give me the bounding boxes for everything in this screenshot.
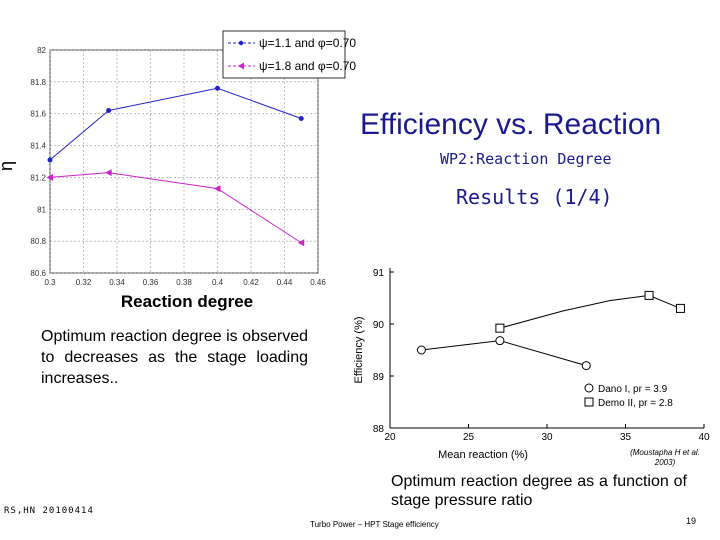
y-tick-label: 81.8 bbox=[30, 78, 46, 87]
series-2-line bbox=[49, 172, 302, 244]
chart2-legend: Dano I, pr = 3.9 Demo II, pr = 2.8 bbox=[584, 383, 673, 409]
y-tick-label: 81 bbox=[37, 205, 46, 214]
chart-caption: Optimum reaction degree as a function of… bbox=[391, 473, 687, 509]
chart2-y-label: Efficiency (%) bbox=[353, 316, 365, 383]
x-tick-label: 40 bbox=[698, 432, 710, 443]
series-2-point bbox=[675, 303, 685, 313]
y-tick-label: 81.6 bbox=[30, 110, 46, 119]
results-heading: Results (1/4) bbox=[456, 185, 613, 209]
x-tick-label: 35 bbox=[620, 432, 632, 443]
efficiency-vs-reaction-chart: 0.3 0.32 0.34 0.36 0.38 0.4 0.42 0.44 0.46 80.6 80… bbox=[0, 30, 360, 320]
observation-text: Optimum reaction degree is observed to d… bbox=[41, 328, 308, 387]
author-date: RS,HN 20100414 bbox=[4, 506, 94, 516]
series-1-point bbox=[106, 108, 112, 114]
x-tick-label: 0.4 bbox=[212, 278, 224, 287]
x-tick-label: 0.3 bbox=[44, 278, 56, 287]
x-tick-label: 0.46 bbox=[310, 278, 326, 287]
x-tick-label: 0.44 bbox=[277, 278, 293, 287]
citation-text: (Moustapha H et al. 2003) bbox=[630, 448, 700, 467]
chart2-x-label: Mean reaction (%) bbox=[438, 449, 528, 461]
efficiency-vs-mean-reaction-chart: 20 25 30 35 40 88 89 90 91 Efficiency (%) Mean r… bbox=[353, 268, 710, 461]
legend-marker-dano bbox=[584, 383, 594, 393]
series-2-point bbox=[495, 323, 505, 333]
y-tick-label: 81.4 bbox=[30, 142, 46, 151]
legend-marker-demo bbox=[584, 397, 594, 407]
page-number: 19 bbox=[686, 516, 697, 526]
series-1-line bbox=[49, 87, 302, 161]
legend-label-series-2: ψ=1.8 and φ=0.70 bbox=[259, 59, 356, 73]
series-1-point bbox=[581, 361, 591, 371]
chart1-grid bbox=[49, 49, 319, 274]
x-tick-label: 20 bbox=[384, 432, 396, 443]
series-1-line bbox=[421, 340, 587, 367]
legend-marker-series-1 bbox=[238, 40, 244, 46]
y-tick-label: 81.2 bbox=[30, 173, 46, 182]
y-tick-label: 88 bbox=[373, 424, 385, 435]
series-2-point bbox=[46, 173, 53, 181]
y-tick-label: 80.8 bbox=[30, 237, 46, 246]
y-tick-label: 91 bbox=[373, 268, 385, 279]
series-1-point bbox=[495, 336, 505, 346]
series-2-point bbox=[214, 185, 221, 193]
series-2-point bbox=[297, 239, 305, 247]
x-tick-label: 0.42 bbox=[243, 278, 259, 287]
x-tick-label: 0.34 bbox=[109, 278, 125, 287]
chart1-x-label: Reaction degree bbox=[121, 292, 253, 311]
x-tick-label: 0.36 bbox=[143, 278, 159, 287]
footer-text: Turbo Power – HPT Stage efficiency bbox=[310, 520, 439, 529]
x-tick-label: 0.38 bbox=[176, 278, 192, 287]
series-1-point bbox=[47, 157, 53, 163]
series-1-point bbox=[416, 345, 426, 355]
slide-subtitle: WP2:Reaction Degree bbox=[440, 150, 612, 168]
legend-label-demo: Demo II, pr = 2.8 bbox=[598, 398, 673, 409]
y-tick-label: 82 bbox=[37, 46, 46, 55]
series-1-point bbox=[298, 115, 304, 121]
chart2-ticks: 20 25 30 35 40 88 89 90 91 bbox=[373, 268, 710, 443]
legend-label-series-1: ψ=1.1 and φ=0.70 bbox=[259, 36, 356, 50]
x-tick-label: 30 bbox=[541, 432, 553, 443]
series-1-point bbox=[215, 85, 220, 91]
chart1-legend: ψ=1.1 and φ=0.70 ψ=1.8 and φ=0.70 bbox=[222, 30, 356, 79]
y-tick-label: 90 bbox=[373, 320, 385, 331]
legend-label-dano: Dano I, pr = 3.9 bbox=[598, 384, 668, 395]
y-tick-label: 89 bbox=[373, 372, 385, 383]
legend-marker-series-2 bbox=[238, 62, 244, 70]
series-2-line bbox=[499, 294, 681, 329]
x-tick-label: 25 bbox=[463, 432, 475, 443]
y-tick-label: 80.6 bbox=[30, 269, 46, 278]
series-2-point bbox=[644, 290, 654, 300]
chart1-ticks: 0.3 0.32 0.34 0.36 0.38 0.4 0.42 0.44 0.46 80.6 80… bbox=[30, 46, 326, 287]
slide-title: Efficiency vs. Reaction bbox=[360, 108, 662, 141]
x-tick-label: 0.32 bbox=[76, 278, 92, 287]
chart1-series bbox=[46, 85, 305, 247]
chart2-series bbox=[416, 290, 685, 371]
chart1-y-label: η bbox=[0, 161, 16, 171]
legend-box bbox=[222, 30, 346, 79]
series-2-point bbox=[105, 169, 112, 177]
